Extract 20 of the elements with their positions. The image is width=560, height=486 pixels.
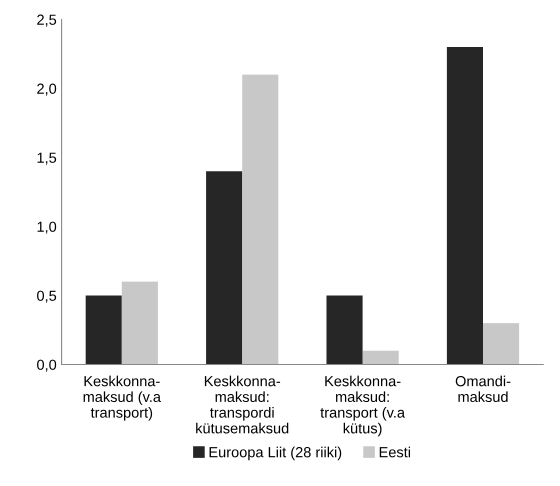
y-tick-label: 1,0 xyxy=(38,222,56,234)
bar xyxy=(242,74,278,364)
y-tick-label: 0,0 xyxy=(37,360,56,372)
x-tick-label: Keskkonna- maksud: transpordi kütusemaksud xyxy=(196,376,288,434)
bar xyxy=(483,323,520,364)
bar xyxy=(86,295,122,364)
legend-label: Eesti xyxy=(380,446,410,458)
y-tick-label: 1,5 xyxy=(38,152,56,165)
y-tick-label: 0,5 xyxy=(37,290,56,303)
legend-label: Euroopa Liit (28 riiki) xyxy=(210,446,342,460)
bar xyxy=(446,47,483,364)
bar xyxy=(122,282,158,364)
y-tick-label: 2,5 xyxy=(37,14,56,27)
x-tick-label: Keskkonna- maksud (v.a transport) xyxy=(84,376,161,421)
x-tick-label: Keskkonna- maksud: transport (v.a kütus) xyxy=(320,376,406,436)
y-tick-label: 2,0 xyxy=(37,84,56,96)
bar xyxy=(326,295,363,364)
x-tick-label: Omandi- maksud xyxy=(456,376,510,402)
bar xyxy=(362,350,399,364)
bar xyxy=(206,171,242,364)
